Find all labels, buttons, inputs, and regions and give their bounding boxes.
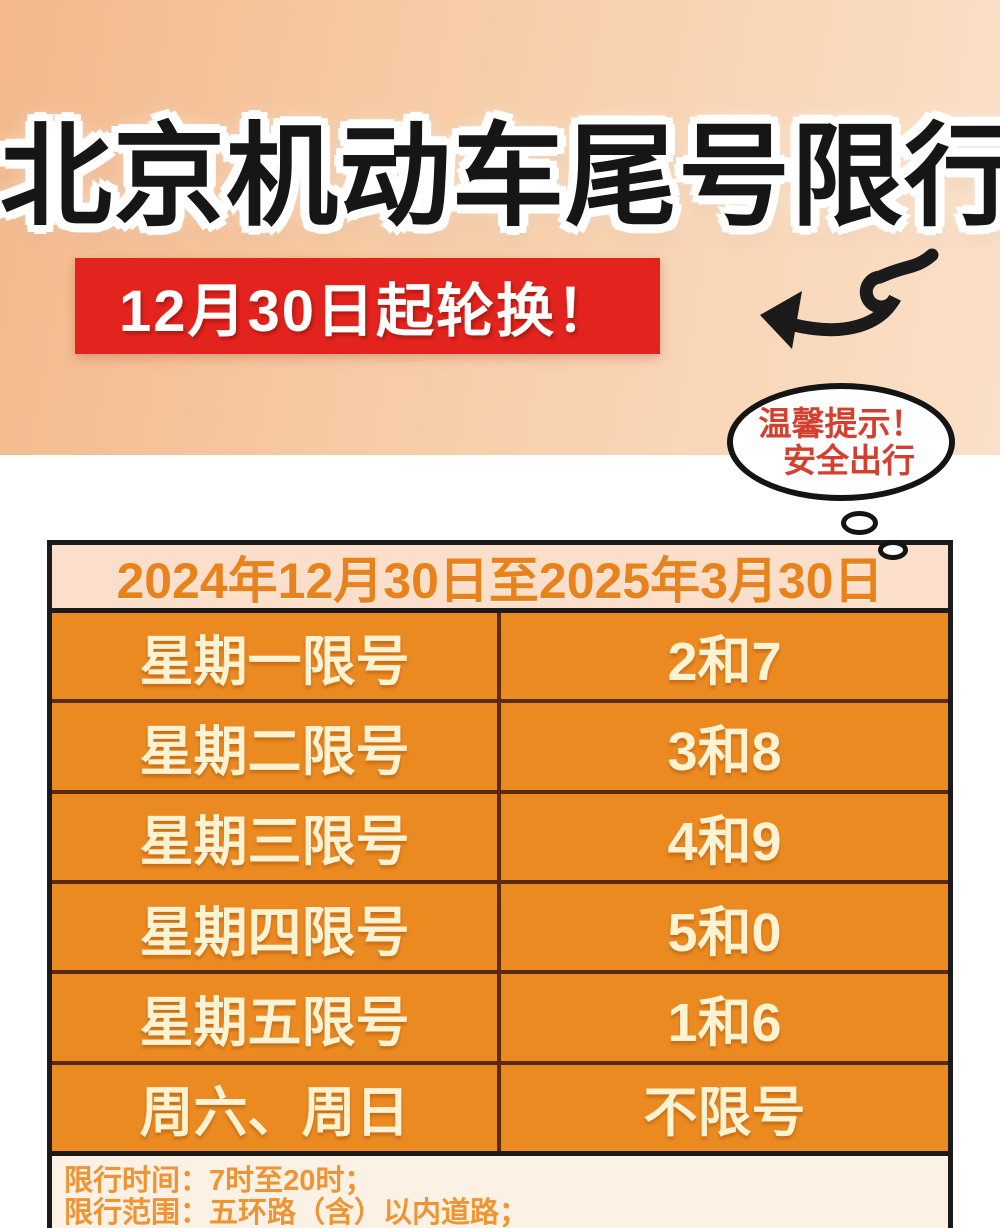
schedule-table: 2024年12月30日至2025年3月30日 星期一限号 2和7 星期二限号 3… (47, 540, 953, 1228)
note-line-time: 限行时间：7时至20时； (64, 1165, 374, 1197)
plate-numbers: 不限号 (643, 1083, 806, 1144)
table-row: 星期一限号 2和7 (52, 613, 948, 700)
day-label: 星期三限号 (52, 793, 501, 880)
plate-numbers: 2和7 (667, 631, 782, 692)
tip-bubble: 温馨提示！ 安全出行 (727, 383, 955, 501)
hero-section: 北京机动车尾号限行 12月30日起轮换！ (0, 0, 1000, 455)
thought-dot-large (841, 511, 878, 535)
table-row: 星期四限号 5和0 (52, 879, 948, 971)
plate-numbers: 4和9 (667, 812, 782, 873)
table-row: 星期五限号 1和6 (52, 970, 948, 1061)
plate-numbers: 1和6 (667, 992, 782, 1053)
day-label: 星期四限号 (52, 883, 501, 971)
day-label: 星期二限号 (52, 703, 501, 790)
thought-dot-small (878, 540, 908, 560)
rotation-banner-label: 12月30日起轮换！ (118, 279, 617, 344)
table-body: 星期一限号 2和7 星期二限号 3和8 星期三限号 4和9 星期四限号 5和0 … (52, 613, 948, 1151)
table-row: 周六、周日 不限号 (52, 1060, 948, 1151)
curved-arrow-icon (760, 248, 939, 349)
day-label: 周六、周日 (52, 1064, 501, 1151)
rotation-banner: 12月30日起轮换！ (75, 258, 660, 354)
table-row: 星期三限号 4和9 (52, 789, 948, 880)
tip-bubble-line2: 安全出行 (783, 442, 915, 479)
note-line-scope: 限行范围：五环路（含）以内道路； (64, 1197, 529, 1228)
poster-title: 北京机动车尾号限行 (0, 114, 1000, 239)
tip-bubble-line1: 温馨提示！ (758, 405, 924, 442)
plate-numbers: 3和8 (667, 721, 782, 782)
notes-section: 限行时间：7时至20时； 限行范围：五环路（含）以内道路； 限行车辆：… (52, 1151, 948, 1228)
table-period-header: 2024年12月30日至2025年3月30日 (52, 545, 948, 613)
plate-numbers: 5和0 (667, 902, 782, 963)
table-row: 星期二限号 3和8 (52, 699, 948, 790)
table-period-text: 2024年12月30日至2025年3月30日 (116, 552, 884, 609)
day-label: 星期五限号 (52, 974, 501, 1061)
day-label: 星期一限号 (52, 613, 501, 700)
